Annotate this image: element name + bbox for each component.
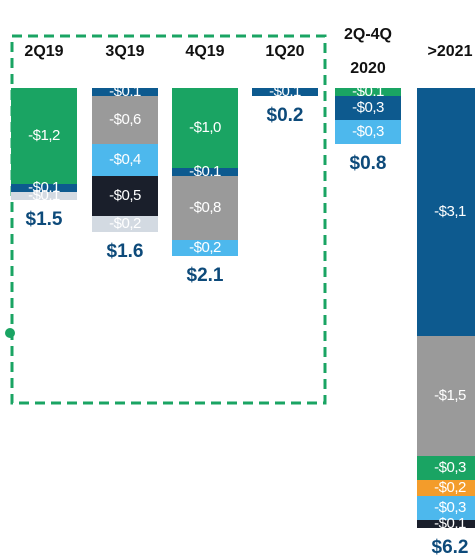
x-tick-label: >2021 — [428, 43, 473, 60]
bar-segment — [11, 192, 77, 200]
bar-segment — [172, 176, 238, 240]
segment-label: -$0,1 — [28, 187, 60, 204]
x-tick-label: 2Q19 — [24, 43, 63, 60]
total-label: $6.2 — [432, 537, 469, 556]
segment-label: -$3,1 — [434, 203, 466, 220]
bar-segment — [11, 184, 77, 192]
segment-label: -$0,1 — [269, 83, 301, 100]
bar-segment — [417, 336, 475, 456]
segment-label: -$0,1 — [434, 515, 466, 532]
x-tick-label: 4Q19 — [185, 43, 224, 60]
highlight-box — [10, 34, 327, 405]
total-label: $0.2 — [267, 105, 304, 126]
segment-label: -$0,5 — [109, 187, 141, 204]
x-tick-label: 1Q20 — [265, 43, 304, 60]
x-tick-label: 3Q19 — [105, 43, 144, 60]
segment-label: -$0,1 — [109, 83, 141, 100]
segment-label: -$0,1 — [352, 83, 384, 100]
segment-label: -$0,8 — [189, 199, 221, 216]
segment-label: -$0,3 — [434, 499, 466, 516]
segment-label: -$1,2 — [28, 127, 60, 144]
bar-segment — [11, 88, 77, 184]
segment-label: -$1,0 — [189, 119, 221, 136]
segment-label: -$0,2 — [109, 215, 141, 232]
highlight-dot — [5, 328, 15, 338]
segment-label: -$1,5 — [434, 387, 466, 404]
bar-segment — [172, 240, 238, 256]
bar-segment — [172, 88, 238, 168]
bar-segment — [417, 88, 475, 336]
bar-segment — [335, 96, 401, 120]
x-tick-label: 2Q-4Q 2020 — [344, 26, 392, 77]
segment-label: -$0,3 — [352, 99, 384, 116]
bar-segment — [172, 168, 238, 176]
segment-label: -$0,1 — [28, 179, 60, 196]
bar-segment — [92, 216, 158, 232]
bar-segment — [92, 96, 158, 144]
bar-segment — [92, 144, 158, 176]
segment-label: -$0,3 — [352, 123, 384, 140]
bar-segment — [92, 176, 158, 216]
segment-label: -$0,2 — [434, 479, 466, 496]
total-label: $0.8 — [350, 153, 387, 174]
total-label: $2.1 — [187, 265, 224, 286]
bar-segment — [335, 88, 401, 96]
bar-segment — [92, 88, 158, 96]
bar-segment — [417, 480, 475, 496]
total-label: $1.6 — [107, 241, 144, 262]
total-label: $1.5 — [26, 209, 63, 230]
segment-label: -$0,1 — [189, 163, 221, 180]
segment-label: -$0,3 — [434, 459, 466, 476]
bar-segment — [252, 88, 318, 96]
bar-segment — [417, 456, 475, 480]
segment-label: -$0,4 — [109, 151, 141, 168]
bar-segment — [335, 120, 401, 144]
bar-segment — [417, 496, 475, 520]
segment-label: -$0,2 — [189, 239, 221, 256]
bar-segment — [417, 520, 475, 528]
segment-label: -$0,6 — [109, 111, 141, 128]
